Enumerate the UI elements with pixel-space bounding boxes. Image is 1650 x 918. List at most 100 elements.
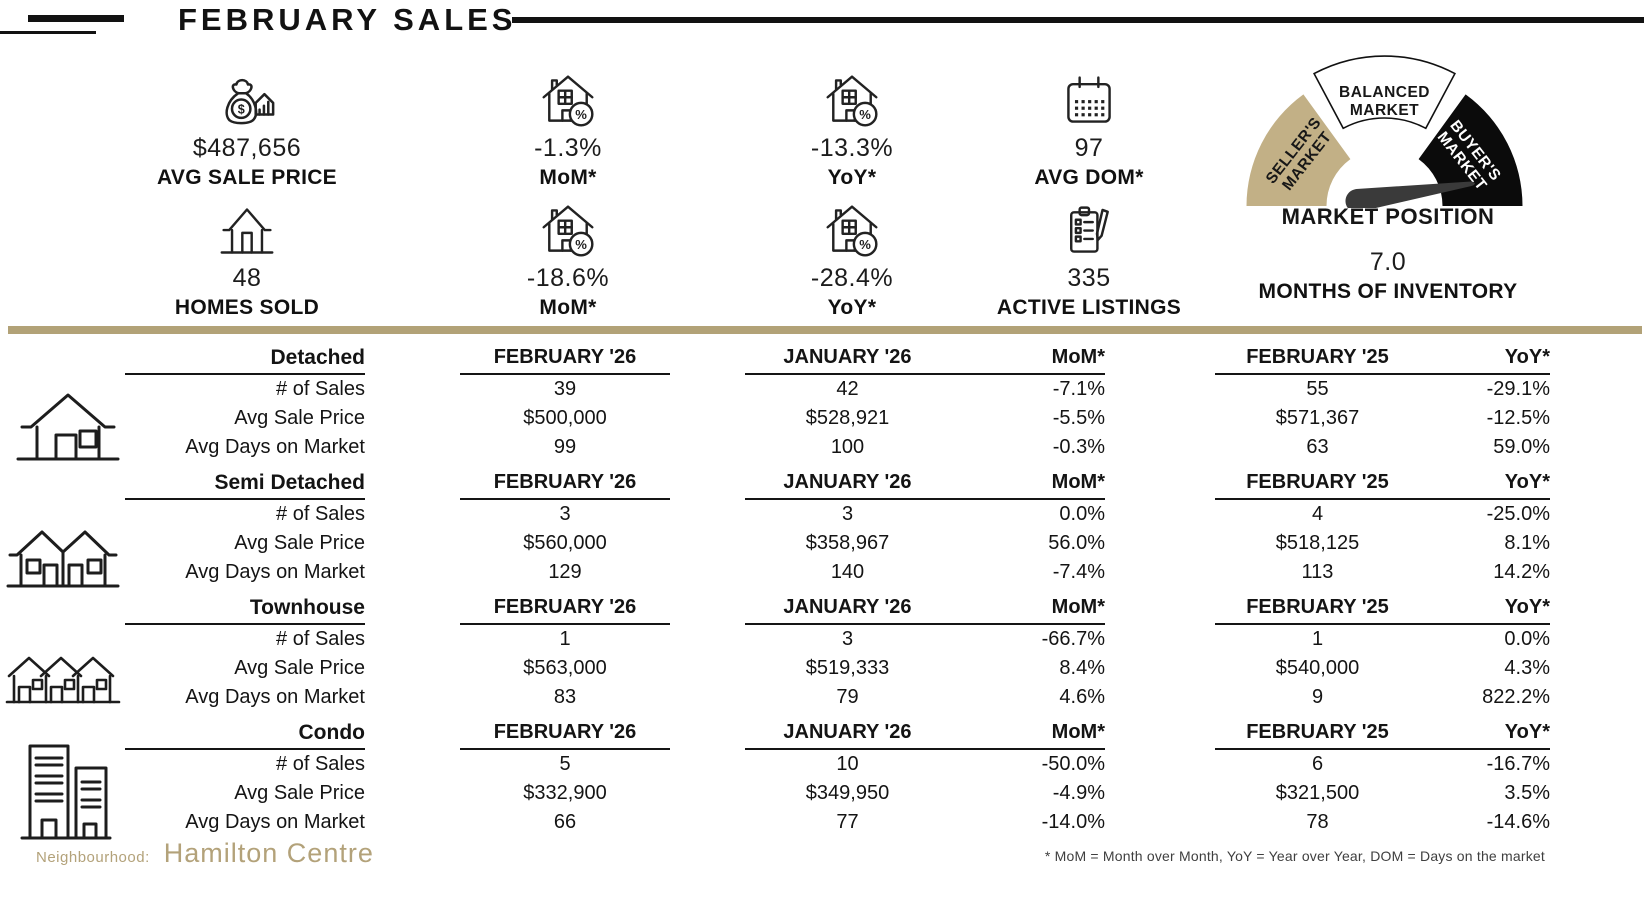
cell: 8.1% xyxy=(1504,532,1550,554)
cell: 79 xyxy=(836,686,859,708)
house-percent-icon: % xyxy=(398,200,738,260)
house-percent-icon: % xyxy=(398,70,738,130)
stat-sold-mom: % -18.6% MoM* xyxy=(398,200,738,320)
stat-sold-yoy: % -28.4% YoY* xyxy=(682,200,1022,320)
cell: $560,000 xyxy=(523,532,607,554)
col-header: FEBRUARY '25 xyxy=(1215,594,1420,625)
table-group-townhouse: Townhouse FEBRUARY '26 JANUARY '26 MoM* … xyxy=(0,594,1650,712)
gauge-segment-balanced xyxy=(1313,55,1456,130)
dollar-glyph: $ xyxy=(238,103,245,117)
separator-bar xyxy=(8,326,1642,334)
footnote: * MoM = Month over Month, YoY = Year ove… xyxy=(1044,848,1545,864)
row-label: # of Sales xyxy=(276,628,365,650)
cell: 6 xyxy=(1311,753,1324,775)
cell: -4.9% xyxy=(1052,782,1105,804)
col-header: JANUARY '26 xyxy=(745,719,950,750)
cell: -16.7% xyxy=(1486,753,1550,775)
stat-value: 97 xyxy=(1074,134,1104,162)
cell: $519,333 xyxy=(805,657,890,679)
row-label: Avg Sale Price xyxy=(234,657,365,679)
cell: 1 xyxy=(1311,628,1324,650)
cell: 100 xyxy=(830,436,865,458)
gauge-label-balanced: BALANCED MARKET xyxy=(1339,84,1430,119)
col-header: YoY* xyxy=(1420,719,1550,750)
table-group-semi-detached: Semi Detached FEBRUARY '26 JANUARY '26 M… xyxy=(0,469,1650,587)
cell: $540,000 xyxy=(1275,657,1360,679)
cell: 140 xyxy=(830,561,865,583)
row-label: Avg Days on Market xyxy=(185,436,365,458)
gauge-title: MARKET POSITION xyxy=(1281,204,1495,229)
stat-price-mom: % -1.3% MoM* xyxy=(398,70,738,190)
cell: 10 xyxy=(836,753,859,775)
row-label: # of Sales xyxy=(276,378,365,400)
cell: 0.0% xyxy=(1504,628,1550,650)
group-name: Detached xyxy=(125,344,365,375)
cell: $563,000 xyxy=(523,657,607,679)
cell: 39 xyxy=(553,378,577,400)
cell: 3.5% xyxy=(1504,782,1550,804)
cell: 3 xyxy=(841,503,854,525)
cell: 42 xyxy=(836,378,859,400)
detached-house-icon xyxy=(12,385,124,468)
header-rule-left-thick xyxy=(28,15,124,22)
cell: 1 xyxy=(559,628,571,650)
stat-value: 48 xyxy=(232,264,262,292)
svg-text:MARKET: MARKET xyxy=(1350,102,1419,119)
cell: -14.6% xyxy=(1486,811,1550,833)
cell: -12.5% xyxy=(1486,407,1550,429)
house-icon xyxy=(77,200,417,260)
cell: 5 xyxy=(559,753,571,775)
col-header: YoY* xyxy=(1420,344,1550,375)
stat-label: MoM* xyxy=(539,296,597,319)
row-label: Avg Days on Market xyxy=(185,561,365,583)
col-header: JANUARY '26 xyxy=(745,594,950,625)
cell: 4 xyxy=(1311,503,1324,525)
cell: 55 xyxy=(1306,378,1329,400)
col-header: FEBRUARY '26 xyxy=(460,594,670,625)
percent-glyph: % xyxy=(575,107,587,122)
cell: 83 xyxy=(553,686,577,708)
cell: $358,967 xyxy=(805,532,890,554)
cell: 9 xyxy=(1311,686,1324,708)
stat-value: 335 xyxy=(1067,264,1111,292)
house-percent-icon: % xyxy=(682,200,1022,260)
cell: 822.2% xyxy=(1482,686,1550,708)
col-header: JANUARY '26 xyxy=(745,344,950,375)
stat-label: AVG DOM* xyxy=(1034,166,1144,189)
stat-avg-sale-price: $ $487,656 AVG SALE PRICE xyxy=(77,70,417,190)
cell: 4.6% xyxy=(1059,686,1105,708)
group-name: Townhouse xyxy=(125,594,365,625)
col-header: FEBRUARY '26 xyxy=(460,469,670,500)
header-rule-right xyxy=(512,17,1644,23)
cell: -50.0% xyxy=(1041,753,1105,775)
col-header: MoM* xyxy=(950,344,1105,375)
neighbourhood: Neighbourhood: Hamilton Centre xyxy=(36,838,374,869)
group-name: Condo xyxy=(125,719,365,750)
cell: 59.0% xyxy=(1493,436,1550,458)
row-label: # of Sales xyxy=(276,503,365,525)
cell: $321,500 xyxy=(1275,782,1360,804)
col-header: FEBRUARY '25 xyxy=(1215,719,1420,750)
svg-text:BALANCED: BALANCED xyxy=(1339,84,1430,101)
stat-value: -18.6% xyxy=(526,264,610,292)
cell: 3 xyxy=(841,628,854,650)
gauge-needle xyxy=(1345,181,1475,213)
cell: 56.0% xyxy=(1048,532,1105,554)
cell: 4.3% xyxy=(1504,657,1550,679)
stat-label: YoY* xyxy=(827,166,877,189)
cell: 113 xyxy=(1301,561,1334,583)
col-header: JANUARY '26 xyxy=(745,469,950,500)
stat-value: -28.4% xyxy=(810,264,894,292)
stat-label: AVG SALE PRICE xyxy=(156,166,337,189)
col-header: FEBRUARY '25 xyxy=(1215,344,1420,375)
stat-price-yoy: % -13.3% YoY* xyxy=(682,70,1022,190)
percent-glyph: % xyxy=(859,237,871,252)
group-name: Semi Detached xyxy=(125,469,365,500)
neighbourhood-label: Neighbourhood: xyxy=(36,849,150,866)
cell: $349,950 xyxy=(805,782,890,804)
cell: 99 xyxy=(553,436,577,458)
stat-label: ACTIVE LISTINGS xyxy=(996,296,1182,319)
col-header: FEBRUARY '26 xyxy=(460,344,670,375)
cell: -5.5% xyxy=(1052,407,1105,429)
